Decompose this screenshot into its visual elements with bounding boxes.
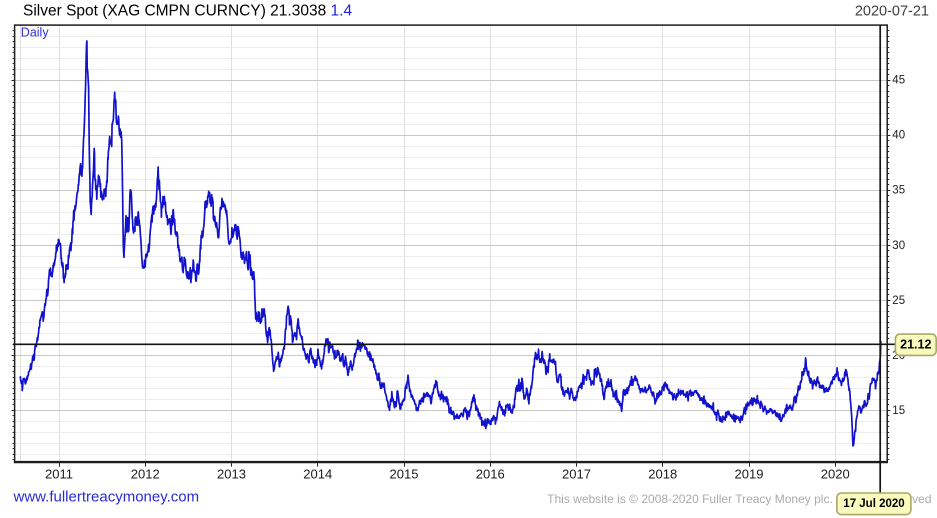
svg-text:2019: 2019	[735, 467, 764, 482]
svg-text:30: 30	[892, 240, 905, 252]
svg-text:2018: 2018	[648, 467, 677, 482]
svg-text:2020-07-21: 2020-07-21	[855, 4, 929, 20]
svg-text:17 Jul 2020: 17 Jul 2020	[843, 498, 904, 510]
svg-text:This website is © 2008-2020 Fu: This website is © 2008-2020 Fuller Treac…	[547, 492, 931, 506]
svg-text:2020: 2020	[821, 467, 850, 482]
svg-text:2013: 2013	[217, 467, 246, 482]
svg-text:2017: 2017	[562, 467, 591, 482]
svg-text:Silver Spot (XAG CMPN CURNCY): Silver Spot (XAG CMPN CURNCY) 21.3038 1.…	[23, 3, 352, 20]
svg-text:45: 45	[892, 75, 905, 87]
svg-text:15: 15	[892, 405, 905, 417]
svg-text:21.12: 21.12	[900, 338, 931, 352]
svg-text:2012: 2012	[131, 467, 160, 482]
svg-text:Daily: Daily	[21, 25, 50, 39]
svg-text:www.fullertreacymoney.com: www.fullertreacymoney.com	[13, 489, 200, 506]
svg-text:25: 25	[892, 295, 905, 307]
svg-text:35: 35	[892, 185, 905, 197]
svg-text:40: 40	[892, 130, 905, 142]
svg-text:2011: 2011	[45, 467, 73, 482]
svg-text:2015: 2015	[390, 467, 419, 482]
svg-text:2016: 2016	[476, 467, 505, 482]
svg-text:2014: 2014	[303, 467, 332, 482]
